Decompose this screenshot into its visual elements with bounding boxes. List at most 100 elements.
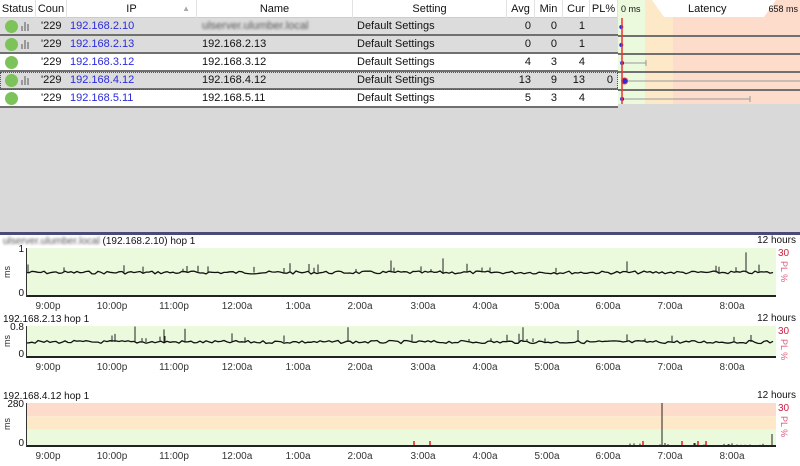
cur-cell: 4	[578, 56, 585, 68]
count-cell: '229	[41, 92, 62, 104]
pl-axis-label: PL %	[779, 339, 789, 361]
pl-cell	[590, 90, 613, 106]
y-min-label: 0	[18, 349, 24, 360]
name-cell: 192.168.5.11	[202, 92, 266, 104]
avg-cell: 13	[518, 74, 531, 86]
time-axis-label: 4:00a	[472, 301, 498, 312]
time-axis-label: 9:00p	[35, 451, 61, 462]
col-count[interactable]: Coun	[36, 0, 67, 18]
time-axis-label: 11:00p	[159, 301, 189, 312]
name-cell: 192.168.2.13	[202, 38, 267, 50]
pl-cell: 0	[606, 74, 613, 86]
col-name[interactable]: Name	[197, 0, 353, 18]
setting-cell: Default Settings	[357, 20, 435, 32]
table-row[interactable]: '229 192.168.5.11 192.168.5.11 Default S…	[0, 90, 618, 108]
avg-cell: 4	[524, 56, 531, 68]
cur-cell: 13	[572, 74, 585, 86]
latency-trace	[26, 339, 774, 345]
col-avg[interactable]: Avg	[507, 0, 535, 18]
trace-table: Status Coun IP ▲ Name Setting Avg Min Cur…	[0, 0, 800, 232]
col-ip-label: IP	[126, 3, 137, 15]
table-row[interactable]: '229 192.168.3.12 192.168.3.12 Default S…	[0, 54, 618, 72]
time-axis-label: 7:00a	[657, 451, 683, 462]
name-cell: ulserver.ulumber.local	[202, 20, 309, 32]
latency-graph-column	[618, 0, 800, 104]
time-axis-label: 3:00a	[410, 451, 436, 462]
pl-cell	[590, 36, 613, 52]
chart-span[interactable]: 12 hours	[757, 313, 796, 324]
table-header: Status Coun IP ▲ Name Setting Avg Min Cur…	[0, 0, 800, 18]
pl-max-label: 30	[778, 403, 790, 414]
time-axis-label: 3:00a	[410, 362, 436, 373]
y-max-label: 1	[18, 244, 24, 255]
avg-cell: 0	[524, 38, 531, 50]
time-axis-label: 2:00a	[347, 451, 373, 462]
time-axis-label: 8:00a	[719, 362, 745, 373]
count-cell: '229	[41, 74, 62, 86]
avg-cell: 0	[524, 20, 531, 32]
status-ok-icon	[5, 56, 18, 69]
status-ok-icon	[5, 92, 18, 105]
latency-max-label: 658 ms	[768, 4, 798, 14]
name-cell: 192.168.4.12	[202, 74, 267, 86]
count-cell: '229	[41, 56, 62, 68]
y-unit-label: ms	[2, 418, 12, 430]
y-max-label: 280	[7, 399, 24, 410]
chart-plot[interactable]	[26, 248, 776, 297]
status-ok-icon	[5, 38, 18, 51]
time-axis-label: 10:00p	[96, 451, 128, 462]
table-row[interactable]: '229 192.168.4.12 192.168.4.12 Default S…	[0, 72, 618, 90]
time-axis-label: 11:00p	[159, 362, 189, 373]
chart-plot[interactable]	[26, 403, 776, 447]
chart-title: ulserver.ulumber.local (192.168.2.10) ho…	[3, 236, 195, 247]
time-axis-label: 2:00a	[347, 301, 373, 312]
time-axis-label: 8:00a	[719, 301, 745, 312]
col-min[interactable]: Min	[535, 0, 563, 18]
ip-cell[interactable]: 192.168.3.12	[70, 56, 135, 68]
time-axis-label: 1:00a	[285, 362, 311, 373]
time-axis-label: 4:00a	[472, 362, 498, 373]
table-row[interactable]: '229 192.168.2.10 ulserver.ulumber.local…	[0, 18, 618, 36]
latency-min-label: 0 ms	[621, 4, 641, 14]
chart-span[interactable]: 12 hours	[757, 235, 796, 246]
col-cur[interactable]: Cur	[563, 0, 590, 18]
graph-icon[interactable]	[21, 40, 30, 49]
sort-asc-icon: ▲	[182, 4, 190, 13]
col-status[interactable]: Status	[0, 0, 36, 18]
ip-cell[interactable]: 192.168.5.11	[70, 92, 134, 104]
count-cell: '229	[41, 38, 62, 50]
pl-axis-label: PL %	[779, 416, 789, 438]
col-latency[interactable]: 0 ms Latency 658 ms	[618, 0, 800, 18]
avg-cell: 5	[524, 92, 531, 104]
latency-label: Latency	[688, 3, 727, 15]
time-axis-label: 8:00a	[719, 451, 745, 462]
graph-icon[interactable]	[21, 22, 30, 31]
time-axis-label: 6:00a	[595, 451, 621, 462]
time-axis-label: 6:00a	[595, 301, 621, 312]
col-setting[interactable]: Setting	[353, 0, 507, 18]
chart-plot[interactable]	[26, 326, 776, 358]
chart-span[interactable]: 12 hours	[757, 390, 796, 401]
y-unit-label: ms	[2, 266, 12, 278]
col-ip[interactable]: IP ▲	[67, 0, 197, 18]
graph-icon[interactable]	[21, 76, 30, 85]
y-min-label: 0	[18, 438, 24, 449]
status-ok-icon	[5, 20, 18, 33]
pl-cell	[590, 18, 613, 34]
pl-cell	[590, 54, 613, 70]
pl-max-label: 30	[778, 248, 790, 259]
time-axis-label: 11:00p	[159, 451, 189, 462]
ip-cell[interactable]: 192.168.4.12	[70, 74, 135, 86]
min-cell: 0	[550, 20, 557, 32]
pl-axis-label: PL %	[779, 261, 789, 283]
min-cell: 3	[550, 92, 557, 104]
ip-cell[interactable]: 192.168.2.10	[70, 20, 135, 32]
min-cell: 0	[550, 38, 557, 50]
pane-splitter[interactable]	[0, 232, 800, 235]
table-row[interactable]: '229 192.168.2.13 192.168.2.13 Default S…	[0, 36, 618, 54]
ip-cell[interactable]: 192.168.2.13	[70, 38, 135, 50]
time-axis-label: 12:00a	[221, 301, 253, 312]
col-pl[interactable]: PL%	[590, 0, 618, 18]
time-axis-label: 1:00a	[285, 301, 311, 312]
pl-max-label: 30	[778, 326, 790, 337]
